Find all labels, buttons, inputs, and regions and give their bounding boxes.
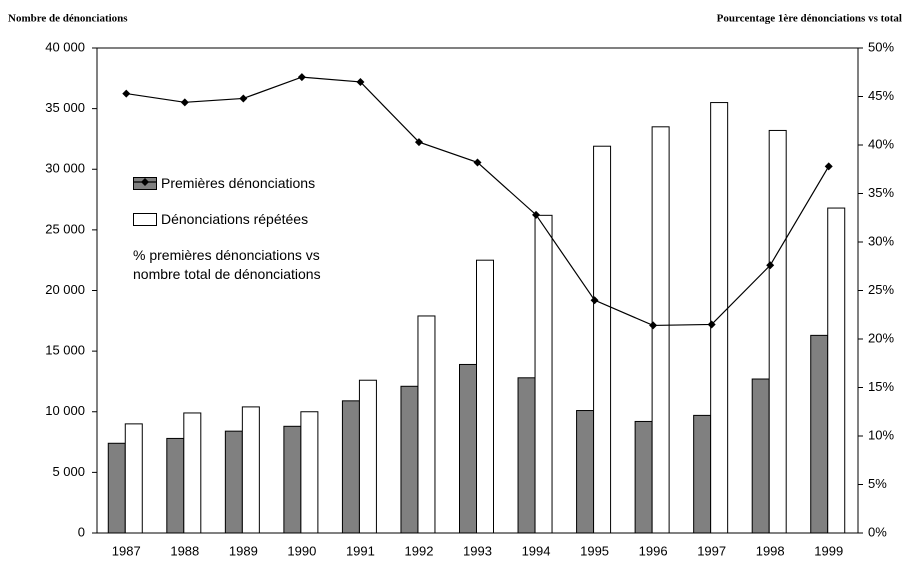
bar bbox=[341, 400, 360, 534]
y2-tick-label: 5% bbox=[868, 476, 887, 491]
x-tick-label: 1992 bbox=[405, 543, 434, 558]
legend-item: % premières dénonciations vs nombre tota… bbox=[133, 178, 376, 284]
y2-tick-label: 40% bbox=[868, 136, 894, 151]
bar bbox=[183, 412, 202, 534]
y2-tick-label: 15% bbox=[868, 379, 894, 394]
legend-item: Premières dénonciations bbox=[133, 174, 376, 193]
bar bbox=[651, 126, 670, 534]
bar bbox=[693, 414, 712, 534]
bar bbox=[224, 430, 243, 534]
x-tick-label: 1995 bbox=[580, 543, 609, 558]
y2-tick-label: 25% bbox=[868, 282, 894, 297]
marker bbox=[707, 320, 716, 329]
marker bbox=[824, 162, 833, 171]
bar bbox=[166, 437, 185, 534]
bar bbox=[710, 102, 729, 534]
bar bbox=[459, 363, 477, 534]
x-tick-label: 1997 bbox=[697, 543, 726, 558]
legend-item: Dénonciations répétées bbox=[133, 210, 376, 229]
bar bbox=[517, 377, 536, 534]
y-axis-title: Nombre de dénonciations bbox=[8, 13, 128, 25]
y-tick-label: 10 000 bbox=[45, 403, 85, 418]
y-tick-label: 20 000 bbox=[45, 282, 85, 297]
x-tick-label: 1994 bbox=[522, 543, 551, 558]
y2-tick-label: 10% bbox=[868, 427, 894, 442]
bar bbox=[124, 423, 143, 534]
y-tick-label: 35 000 bbox=[45, 100, 85, 115]
y2-axis-title: Pourcentage 1ère dénonciations vs total bbox=[717, 13, 902, 25]
bar bbox=[534, 214, 553, 534]
y2-tick-label: 50% bbox=[868, 39, 894, 54]
bar bbox=[283, 425, 302, 534]
x-tick-label: 1991 bbox=[346, 543, 375, 558]
y-tick-label: 5 000 bbox=[52, 464, 85, 479]
y-tick-label: 0 bbox=[78, 524, 85, 539]
marker bbox=[180, 98, 189, 107]
x-tick-label: 1987 bbox=[112, 543, 141, 558]
y2-tick-label: 20% bbox=[868, 330, 894, 345]
bar bbox=[300, 411, 319, 534]
x-tick-label: 1998 bbox=[756, 543, 785, 558]
marker bbox=[532, 210, 541, 219]
bar bbox=[107, 442, 126, 534]
y2-tick-label: 45% bbox=[868, 88, 894, 103]
marker bbox=[590, 296, 599, 305]
legend-label: Dénonciations répétées bbox=[161, 211, 309, 227]
x-tick-label: 1996 bbox=[639, 543, 668, 558]
y2-tick-label: 30% bbox=[868, 233, 894, 248]
bar bbox=[768, 129, 787, 534]
x-tick-label: 1993 bbox=[463, 543, 492, 558]
x-tick-label: 1988 bbox=[170, 543, 199, 558]
y-tick-label: 40 000 bbox=[45, 39, 85, 54]
x-tick-label: 1989 bbox=[229, 543, 258, 558]
marker bbox=[356, 77, 365, 86]
bar bbox=[400, 385, 419, 534]
marker bbox=[473, 158, 482, 167]
y-tick-label: 30 000 bbox=[45, 161, 85, 176]
bar bbox=[634, 420, 653, 534]
bar bbox=[810, 334, 829, 534]
marker bbox=[297, 73, 306, 82]
y-tick-label: 15 000 bbox=[45, 343, 85, 358]
bar bbox=[417, 315, 436, 534]
bar bbox=[241, 406, 260, 534]
bar bbox=[751, 378, 770, 534]
bar bbox=[827, 207, 846, 534]
bar bbox=[358, 379, 377, 534]
bar bbox=[593, 145, 612, 534]
legend-label: Premières dénonciations bbox=[161, 175, 316, 191]
bar bbox=[476, 259, 494, 534]
y2-tick-label: 35% bbox=[868, 185, 894, 200]
legend: Premières dénonciations Dénonciations rép… bbox=[133, 174, 376, 301]
x-tick-label: 1999 bbox=[814, 543, 843, 558]
legend-symbol bbox=[133, 213, 157, 226]
marker bbox=[122, 89, 131, 98]
y-tick-label: 25 000 bbox=[45, 221, 85, 236]
legend-symbol bbox=[133, 178, 157, 186]
x-tick-label: 1990 bbox=[287, 543, 316, 558]
marker bbox=[649, 321, 658, 330]
marker bbox=[239, 94, 248, 103]
bar bbox=[576, 410, 595, 534]
legend-label: % premières dénonciations vs nombre tota… bbox=[133, 247, 321, 282]
marker bbox=[414, 138, 423, 147]
y2-tick-label: 0% bbox=[868, 524, 887, 539]
marker bbox=[766, 261, 775, 270]
